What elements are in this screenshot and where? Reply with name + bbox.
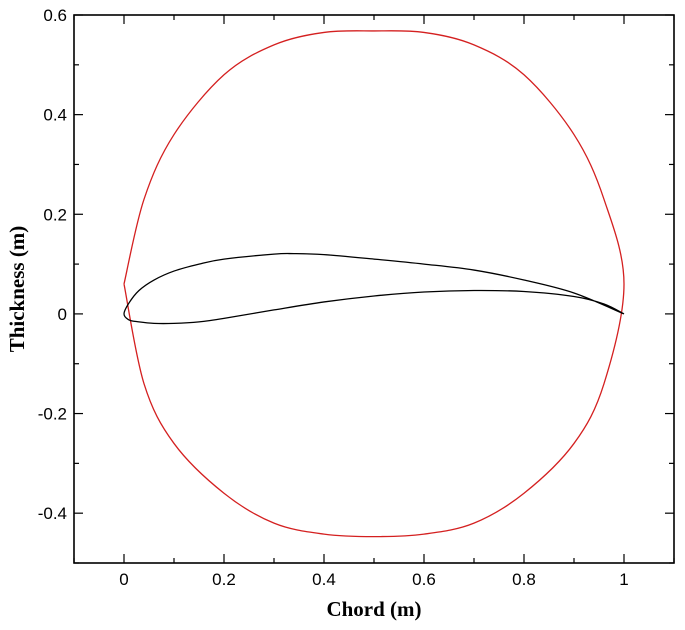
x-tick-label: 0 <box>119 570 128 589</box>
y-tick-label: -0.2 <box>38 405 67 424</box>
y-tick-label: 0.6 <box>43 6 67 25</box>
y-tick-label: -0.4 <box>38 504 67 523</box>
series-red-curve <box>123 30 625 538</box>
y-tick-label: 0.2 <box>43 205 67 224</box>
y-axis: -0.4 -0.2 0 0.2 0.4 0.6 <box>38 6 674 564</box>
x-axis: 0 0.2 0.4 0.6 0.8 1 <box>73 15 675 589</box>
series-layer <box>123 30 625 538</box>
y-axis-title: Thickness (m) <box>5 226 29 353</box>
x-tick-label: 0.6 <box>412 570 436 589</box>
x-tick-label: 1 <box>619 570 628 589</box>
x-tick-label: 0.4 <box>312 570 336 589</box>
x-tick-label: 0.8 <box>512 570 536 589</box>
plot-frame <box>73 14 675 564</box>
y-tick-label: 0 <box>58 305 67 324</box>
series-black-curve <box>123 252 625 325</box>
x-axis-title: Chord (m) <box>326 597 421 621</box>
x-tick-label: 0.2 <box>212 570 236 589</box>
y-tick-label: 0.4 <box>43 106 67 125</box>
